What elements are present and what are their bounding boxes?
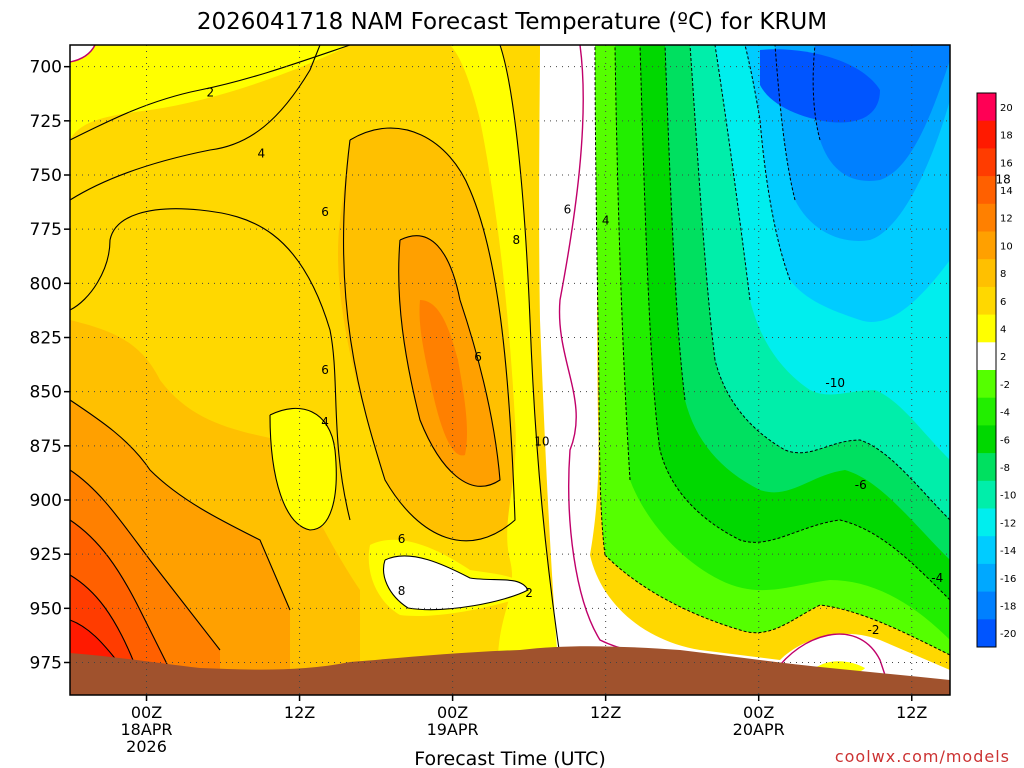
colorbar-tick-label: -6 [1000,435,1010,446]
x-tick-label: 18APR [120,720,172,739]
colorbar-swatch [977,536,996,565]
y-tick-label: 850 [30,383,62,403]
y-tick-label: 975 [30,654,62,674]
colorbar: 20 18 16 14 12 10 8 6 4 2 -2 -4 -6 -8 -10 -12 -14 -16 -18 -… [976,92,1016,648]
colorbar-swatch [977,286,996,316]
colorbar-swatch [977,314,996,343]
contour-label: 4 [602,214,610,228]
x-axis-label: Forecast Time (UTC) [414,748,605,768]
y-tick-label: 900 [30,491,62,511]
contour-label: 6 [398,532,406,546]
contour-label: 4 [257,146,265,160]
contour-label: -4 [931,571,943,585]
temperature-field [69,44,951,695]
y-tick-label: 725 [30,112,62,132]
x-tick-label: 12Z [284,703,315,722]
x-tick-label: 12Z [590,703,621,722]
contour-label: 4 [321,415,329,429]
y-tick-label: 800 [30,274,62,294]
colorbar-tick-label: 20 [1000,103,1013,114]
plot-frame [69,44,951,696]
colorbar-swatch [977,508,996,537]
colorbar-tick-label: -4 [1000,408,1010,419]
chart-title: 2026041718 NAM Forecast Temperature (ºC)… [197,9,827,35]
colorbar-tick-label: 10 [1000,241,1013,252]
colorbar-swatch [977,480,996,509]
contour-label: 10 [534,435,549,449]
colorbar-tick-label: -12 [1000,518,1016,529]
colorbar-frame [976,92,997,648]
x-tick-label: 2026 [126,737,167,756]
colorbar-swatch [977,425,996,454]
colorbar-swatch [977,397,996,426]
contour-label: 6 [321,205,329,219]
colorbar-tick-label: 8 [1000,269,1006,280]
contour-label: 6 [321,363,329,377]
colorbar-tick-label: 6 [1000,297,1006,308]
colorbar-tick-label: 12 [1000,214,1013,225]
colorbar-tick-label: -18 [1000,601,1016,612]
colorbar-tick-label: -2 [1000,380,1010,391]
y-tick-label: 750 [30,166,62,186]
colorbar-tick-label: 4 [1000,324,1006,335]
contour-label: -6 [855,478,867,492]
credit-text: coolwx.com/models [835,747,1010,766]
colorbar-swatch [977,203,996,232]
colorbar-tick-label: -10 [1000,491,1016,502]
colorbar-tick-label: 18 [1000,131,1013,142]
contour-label: 2 [206,86,214,100]
colorbar-tick-label: 14 [1000,186,1013,197]
x-tick-label: 19APR [427,720,479,739]
colorbar-swatch [977,453,996,482]
x-tick-label: 00Z [131,703,162,722]
y-tick-label: 825 [30,329,62,349]
y-tick-label: 875 [30,437,62,457]
gridlines [70,45,950,695]
contour-label: -10 [825,376,845,390]
x-tick-label: 20APR [733,720,785,739]
x-axis: 00Z18APR202612Z00Z19APR12Z00Z20APR12Z00Z… [120,695,927,756]
colorbar-swatch [977,120,996,149]
contour-label: 2 [525,586,533,600]
colorbar-swatch [977,176,996,205]
colorbar-tick-label: -14 [1000,546,1016,557]
colorbar-tick-label: 2 [1000,352,1006,363]
contour-label: 8 [398,584,406,598]
y-axis: 700 725 750 775 800 825 850 875 900 925 950 975 [30,58,70,674]
colorbar-swatch [977,591,996,620]
colorbar-swatch [977,148,996,177]
colorbar-swatch [977,259,996,288]
colorbar-tick-label: 16 [1000,158,1013,169]
terrain-surface [70,646,950,695]
x-tick-label: 00Z [743,703,774,722]
colorbar-swatch [977,619,996,648]
contour-label: 6 [474,350,482,364]
contour-label: 8 [513,233,521,247]
colorbar-tick-label: -20 [1000,629,1016,640]
colorbar-tick-label: -16 [1000,574,1016,585]
colorbar-swatch [977,370,996,399]
x-tick-label: 00Z [437,703,468,722]
y-tick-label: 925 [30,545,62,565]
y-tick-label: 775 [30,220,62,240]
colorbar-swatch [977,563,996,593]
colorbar-swatch [977,231,996,260]
contour-label: 6 [564,203,572,217]
contour-label: -2 [867,623,879,637]
x-tick-label: 12Z [896,703,927,722]
y-tick-label: 700 [30,58,62,78]
colorbar-tick-label: -8 [1000,463,1010,474]
colorbar-swatch [977,93,996,122]
colorbar-swatch [977,342,996,371]
y-tick-label: 950 [30,599,62,619]
